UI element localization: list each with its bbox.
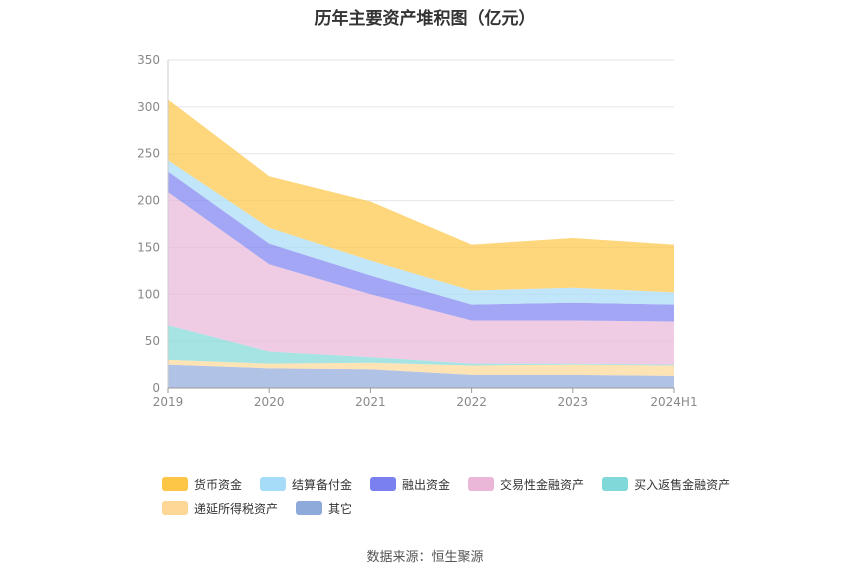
legend-item[interactable]: 交易性金融资产	[468, 476, 584, 493]
y-tick-label: 200	[137, 194, 160, 208]
stacked-area-chart: 0 50 100 150 200 250 300 350 2019 2020 2021 2022 202…	[137, 53, 698, 409]
legend-swatch	[296, 501, 323, 515]
legend-item[interactable]: 融出资金	[370, 476, 450, 493]
x-tick-label: 2024H1	[650, 395, 697, 409]
y-tick-label: 150	[137, 240, 160, 254]
legend-item[interactable]: 买入返售金融资产	[602, 476, 730, 493]
legend-swatch	[468, 477, 495, 491]
legend-label: 买入返售金融资产	[634, 477, 731, 492]
y-tick-label: 0	[152, 381, 160, 395]
legend-row: 递延所得税资产 其它	[162, 496, 722, 520]
data-source: 数据来源：恒生聚源	[366, 550, 484, 565]
legend-row: 货币资金 结算备付金 融出资金 交易性金融资产 买入返售金融资产	[162, 472, 730, 496]
legend-swatch	[162, 501, 188, 515]
area-series-融出资金	[168, 171, 674, 322]
x-tick-label: 2021	[355, 395, 386, 409]
y-tick-label: 350	[137, 53, 160, 67]
y-tick-label: 250	[137, 147, 160, 161]
legend-swatch	[162, 477, 188, 491]
legend-swatch	[602, 477, 629, 491]
legend-label: 递延所得税资产	[194, 501, 279, 516]
x-tick-label: 2020	[254, 395, 285, 409]
legend: 货币资金 结算备付金 融出资金 交易性金融资产 买入返售金融资产 递延所得税资产 其它	[162, 472, 730, 520]
legend-item[interactable]: 货币资金	[162, 476, 242, 493]
legend-item[interactable]: 其它	[296, 500, 352, 517]
legend-swatch	[370, 477, 397, 491]
area-series-交易性金融资产	[168, 192, 674, 365]
area-series-货币资金	[168, 99, 674, 293]
legend-item[interactable]: 结算备付金	[260, 476, 352, 493]
legend-swatch	[260, 477, 287, 491]
x-tick-label: 2022	[456, 395, 487, 409]
legend-label: 其它	[328, 501, 353, 516]
legend-label: 融出资金	[402, 477, 451, 492]
legend-label: 结算备付金	[292, 477, 353, 492]
legend-label: 货币资金	[194, 477, 243, 492]
x-tick-label: 2019	[153, 395, 184, 409]
chart-title: 历年主要资产堆积图（亿元）	[314, 9, 536, 29]
y-tick-label: 50	[145, 334, 160, 348]
area-series-结算备付金	[168, 160, 674, 305]
area-series-其它	[168, 364, 674, 388]
x-tick-label: 2023	[558, 395, 589, 409]
legend-label: 交易性金融资产	[500, 477, 585, 492]
area-series-递延所得税资产	[168, 359, 674, 376]
y-tick-label: 300	[137, 100, 160, 114]
y-tick-label: 100	[137, 287, 160, 301]
area-series-买入返售金融资产	[168, 325, 674, 366]
legend-item[interactable]: 递延所得税资产	[162, 500, 278, 517]
